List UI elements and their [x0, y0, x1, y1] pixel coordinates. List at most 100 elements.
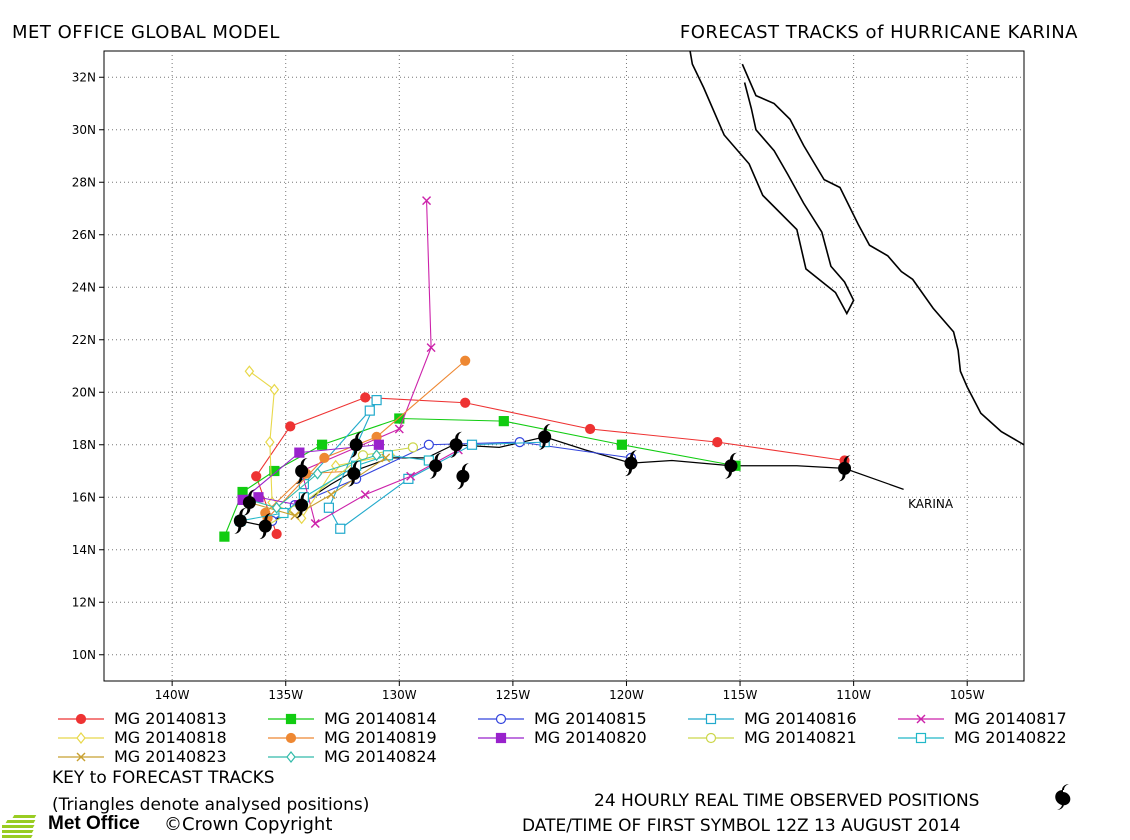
map-frame [103, 50, 1025, 682]
track-line [240, 454, 429, 522]
track-point [371, 395, 382, 406]
tick-label-lat: 14N [72, 543, 96, 557]
track-point [253, 492, 264, 503]
track-point [460, 397, 471, 408]
hurricane-symbol [349, 431, 363, 458]
met-office-logo-icon [2, 815, 37, 838]
legend-label: MG 20140822 [954, 728, 1067, 747]
track-point [585, 423, 596, 435]
legend-label: MG 20140821 [744, 728, 857, 747]
tick-label-lon: 130W [382, 688, 417, 702]
track-point [278, 507, 289, 519]
coastline [741, 63, 1024, 446]
legend-label: MG 20140815 [534, 709, 647, 728]
legend-label: MG 20140813 [114, 709, 227, 728]
first-symbol-datetime: DATE/TIME OF FIRST SYMBOL 12Z 13 AUGUST … [522, 816, 961, 836]
legend-marker [285, 713, 297, 725]
legend-marker [495, 732, 507, 744]
logo-text: Met Office [48, 813, 140, 834]
track-point [271, 528, 282, 540]
tick-label-lon: 120W [609, 688, 644, 702]
legend-label: MG 20140819 [324, 728, 437, 747]
tick-label-lat: 12N [72, 595, 96, 609]
legend-label: MG 20140818 [114, 728, 227, 747]
track-point [712, 437, 723, 448]
track-point [269, 383, 280, 396]
track-point [460, 355, 471, 366]
track-point [251, 471, 262, 482]
hurricane-symbol [242, 489, 256, 516]
legend-symbol-icon [478, 713, 524, 725]
tick-label-lat: 16N [72, 490, 96, 504]
title-left: MET OFFICE GLOBAL MODEL [12, 22, 280, 43]
track-point [219, 531, 230, 542]
hurricane-symbol [347, 460, 361, 487]
triangles-note: (Triangles denote analysed positions) [52, 795, 370, 815]
hurricane-symbol [258, 513, 272, 540]
observed-track [240, 436, 904, 527]
tick-label-lat: 24N [72, 280, 96, 294]
track-point [360, 392, 371, 403]
track-line [249, 454, 377, 509]
hurricane-symbol-icon [1055, 784, 1071, 810]
track-point [407, 442, 419, 453]
tick-label-lat: 32N [72, 70, 96, 84]
hurricane-symbol [624, 450, 638, 477]
forecast-track-2 [219, 413, 741, 542]
legend-marker [76, 752, 86, 762]
tick-label-lat: 10N [72, 648, 96, 662]
legend-label: MG 20140823 [114, 747, 227, 766]
hurricane-symbol [429, 452, 443, 479]
legend-symbol-icon [688, 713, 734, 725]
legend-label: MG 20140817 [954, 709, 1067, 728]
tick-label-lon: 140W [155, 688, 190, 702]
legend-marker [705, 713, 717, 725]
met-office-logo: Met Office ©Crown Copyright [2, 812, 362, 840]
track-point [406, 471, 416, 481]
track-point [466, 439, 478, 450]
track-point [514, 437, 525, 448]
tick-label-lat: 22N [72, 333, 96, 347]
hurricane-symbol [233, 507, 247, 534]
tick-label-lon: 125W [495, 688, 530, 702]
storm-label: KARINA [908, 497, 954, 511]
legend-label: MG 20140816 [744, 709, 857, 728]
legend-symbol-icon [898, 732, 944, 744]
legend-symbol-icon [478, 732, 524, 744]
track-point [394, 424, 404, 434]
legend-marker [495, 713, 507, 725]
track-point [364, 405, 375, 416]
track-point [423, 439, 434, 450]
hurricane-symbol [456, 463, 470, 490]
legend-symbol-icon [268, 732, 314, 744]
track-point [319, 452, 330, 463]
legend-marker [916, 714, 926, 724]
legend-symbol-icon [688, 732, 734, 744]
track-point [381, 453, 391, 463]
track-point [310, 519, 320, 528]
observed-positions-label: 24 HOURLY REAL TIME OBSERVED POSITIONS [594, 791, 980, 811]
track-point [616, 439, 628, 450]
legend-label: MG 20140824 [324, 747, 437, 766]
tick-label-lon: 115W [723, 688, 758, 702]
track-point [323, 502, 334, 513]
track-point [360, 490, 370, 500]
hurricane-symbol [838, 455, 852, 482]
legend-label: MG 20140820 [534, 728, 647, 747]
track-point [271, 501, 282, 514]
legend-symbol-icon [268, 751, 314, 763]
title-right: FORECAST TRACKS of HURRICANE KARINA [679, 22, 1078, 43]
track-point [285, 421, 296, 432]
track-point [269, 465, 280, 477]
legend-marker [286, 751, 296, 763]
hurricane-symbol [538, 423, 552, 450]
track-point [294, 447, 305, 458]
track-point [326, 490, 336, 500]
legend-symbol-icon [58, 752, 104, 762]
tick-label-lat: 28N [72, 175, 96, 189]
legend-marker [75, 713, 87, 725]
legend-symbol-icon [268, 713, 314, 725]
legend-symbol-icon [58, 713, 104, 725]
track-line [255, 396, 845, 535]
